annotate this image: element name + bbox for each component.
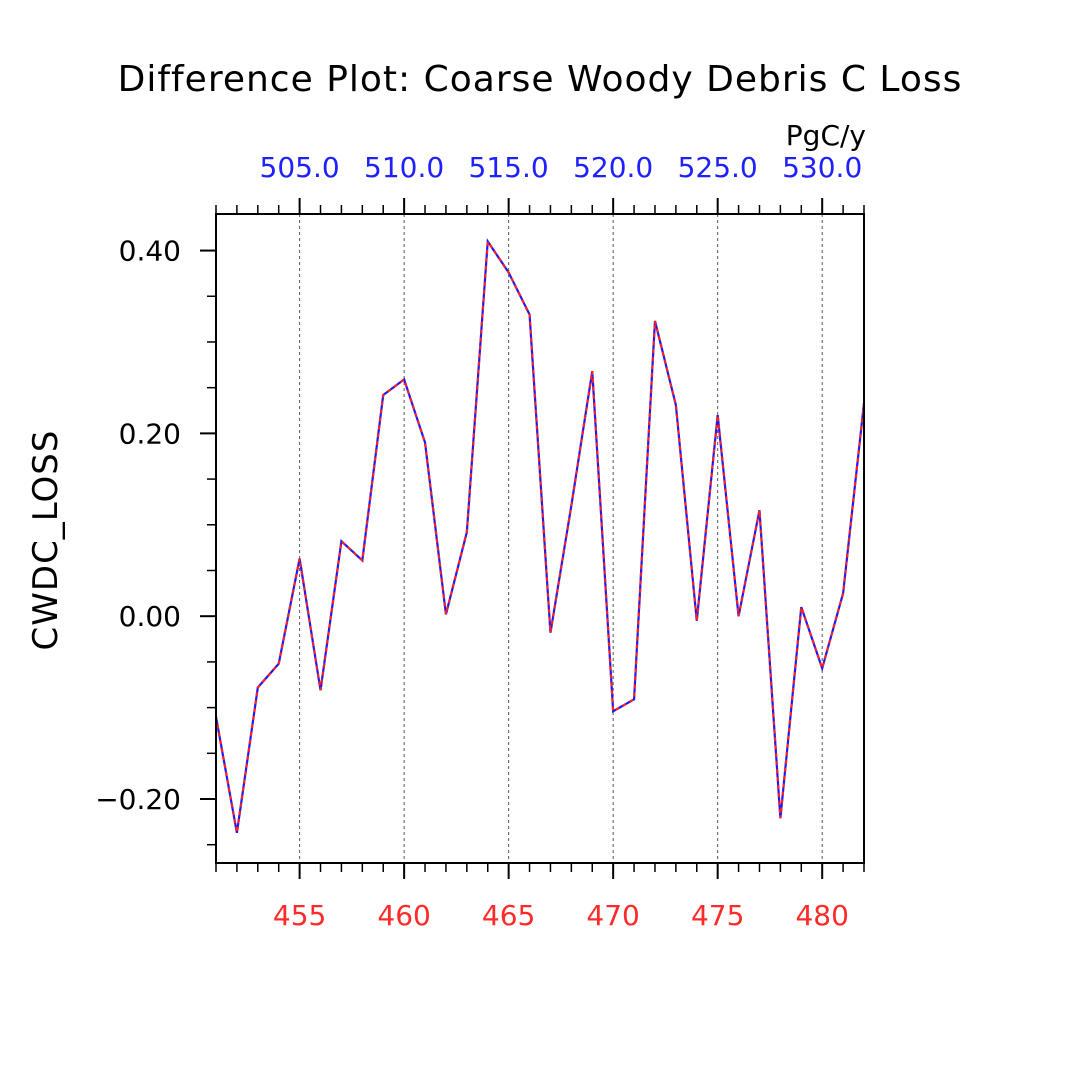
x-tick-label: 455 [273, 899, 326, 932]
grid-lines [299, 214, 823, 863]
x-tick-label: 475 [691, 899, 744, 932]
x-tick-label: 465 [482, 899, 535, 932]
series-line [214, 238, 866, 834]
top-tick-label: 510.0 [364, 151, 444, 184]
series-line-dash [214, 238, 866, 834]
y-tick-label: 0.20 [119, 417, 181, 450]
tick-labels: 455 460 465 470 475 480 505.0 510.0 515.0 520.0 52… [95, 151, 862, 932]
top-tick-label: 515.0 [469, 151, 549, 184]
x-tick-label: 470 [586, 899, 639, 932]
plot-frame [215, 213, 865, 864]
top-tick-label: 530.0 [782, 151, 862, 184]
x-tick-label: 460 [377, 899, 430, 932]
top-tick-label: 505.0 [260, 151, 340, 184]
y-axis-label: CWDC_LOSS [26, 430, 66, 651]
y-tick-label: 0.00 [119, 600, 181, 633]
y-tick-label: −0.20 [95, 783, 181, 816]
units-label: PgC/y [786, 119, 866, 152]
y-tick-label: 0.40 [119, 235, 181, 268]
chart-title: Difference Plot: Coarse Woody Debris C L… [118, 59, 963, 100]
top-tick-label: 525.0 [678, 151, 758, 184]
x-tick-label: 480 [795, 899, 848, 932]
top-tick-label: 520.0 [573, 151, 653, 184]
series-layer [214, 238, 866, 834]
axis-ticks [200, 198, 865, 879]
